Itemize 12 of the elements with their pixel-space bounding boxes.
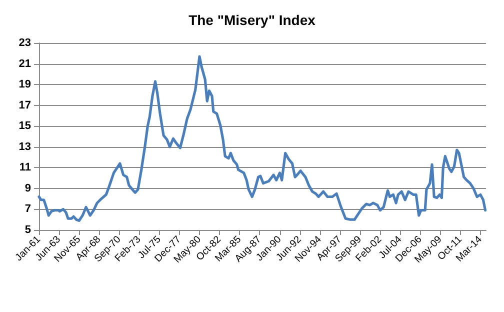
y-tick-label: 9	[24, 182, 31, 194]
y-tick-label: 7	[24, 203, 31, 216]
y-tick-label: 11	[19, 162, 31, 174]
y-tick-label: 15	[18, 120, 31, 132]
chart-title: The "Misery" Index	[188, 12, 316, 28]
y-tick-label: 13	[18, 140, 31, 153]
line-series	[38, 55, 487, 222]
y-tick-label: 23	[18, 37, 31, 49]
y-tick-label: 21	[18, 58, 31, 70]
y-tick-label: 5	[24, 224, 31, 236]
y-tick-label: 19	[18, 78, 31, 91]
y-tick-label: 17	[18, 99, 31, 112]
